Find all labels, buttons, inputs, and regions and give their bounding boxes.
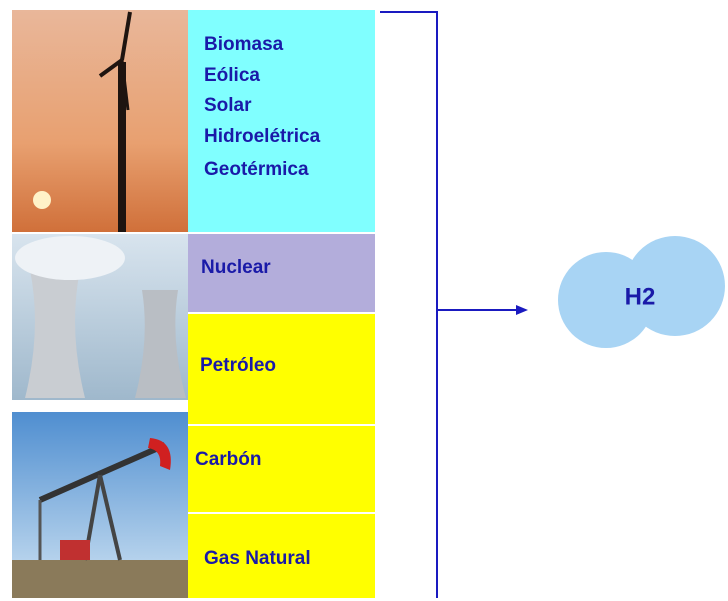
source-label: Carbón xyxy=(195,449,262,470)
carbon-box xyxy=(188,426,375,512)
source-label: Geotérmica xyxy=(204,159,309,180)
source-label: Nuclear xyxy=(201,257,271,278)
renewables-box xyxy=(188,10,375,232)
source-label: Hidroelétrica xyxy=(204,126,321,147)
source-label: Solar xyxy=(204,95,252,116)
source-label: Biomasa xyxy=(204,34,284,55)
wind-turbine-photo xyxy=(12,10,188,232)
petroleo-box xyxy=(188,314,375,424)
source-label: Eólica xyxy=(204,65,260,86)
nuclear-box xyxy=(188,234,375,312)
h2-cloud xyxy=(558,236,725,348)
source-label: Petróleo xyxy=(200,355,276,376)
bracket xyxy=(380,11,518,598)
gas-box xyxy=(188,514,375,598)
arrow-head xyxy=(516,305,528,315)
cooling-towers-photo xyxy=(12,234,188,400)
pump-jack-photo xyxy=(12,412,188,598)
source-label: Gas Natural xyxy=(204,548,311,569)
product-label: H2 xyxy=(625,283,656,310)
